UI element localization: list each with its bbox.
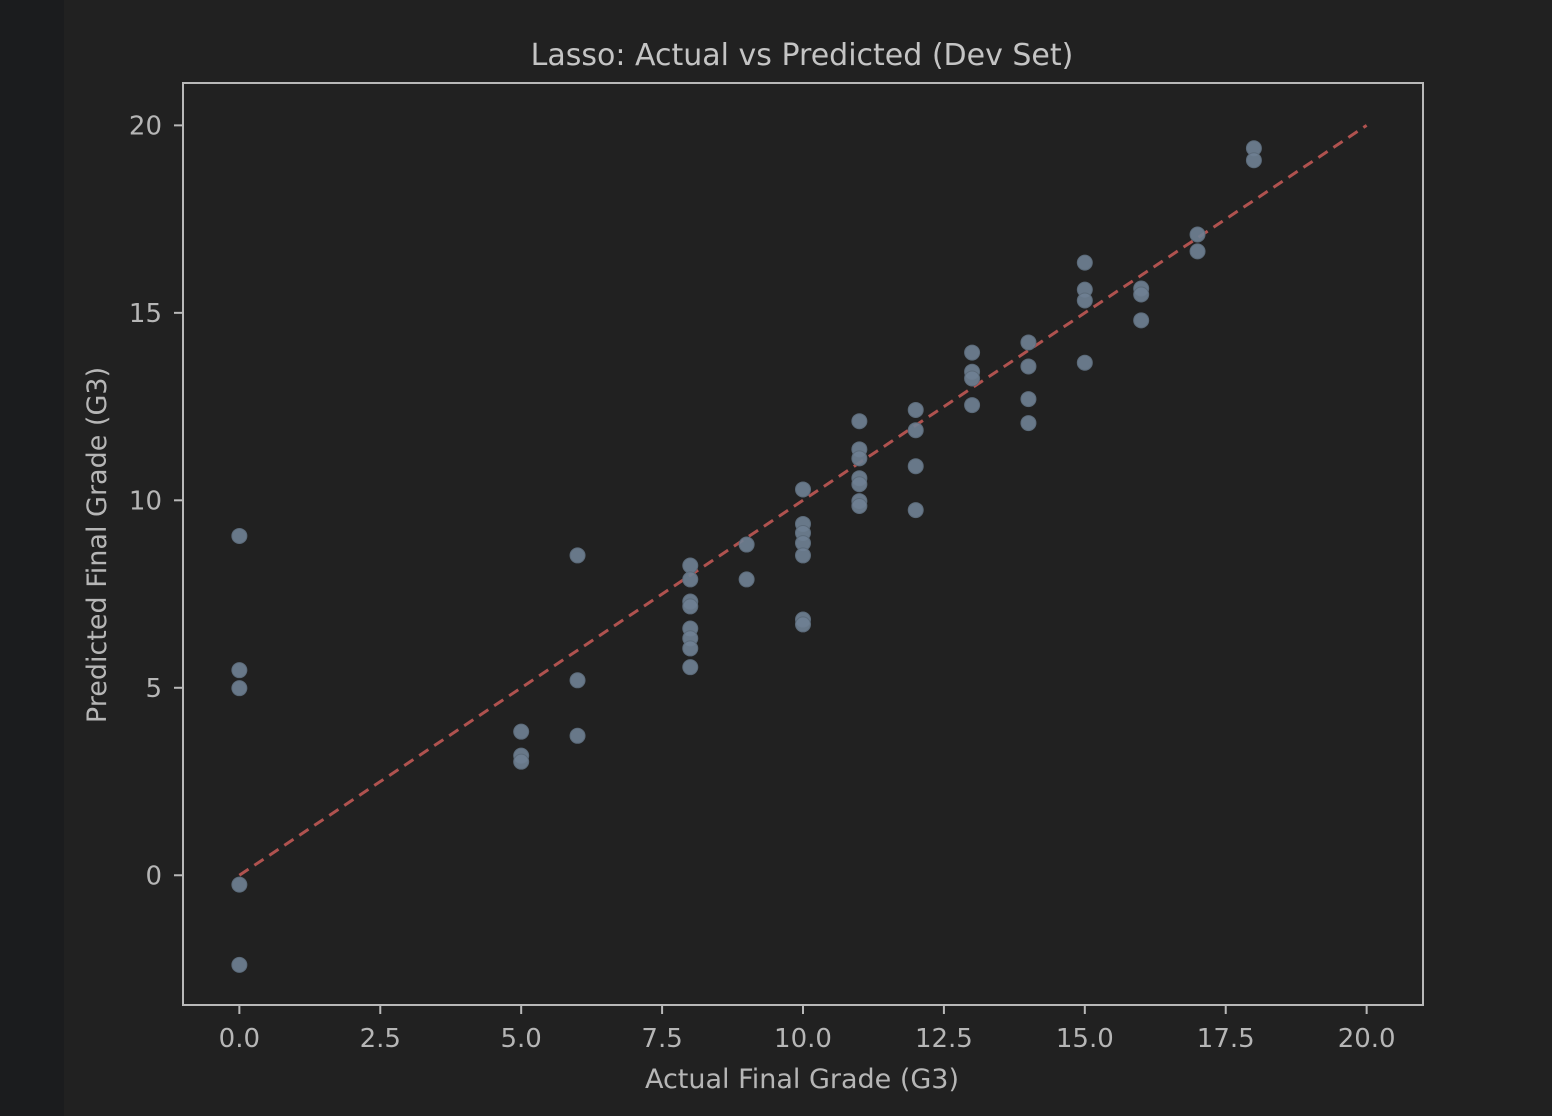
data-point [1020, 358, 1037, 375]
x-tick-label: 17.5 [1197, 1024, 1255, 1054]
data-point [1020, 415, 1037, 432]
x-tick-label: 5.0 [501, 1024, 542, 1054]
data-point [1245, 152, 1262, 169]
data-point [1189, 243, 1206, 260]
y-tick-label: 20 [129, 111, 162, 141]
data-point [1076, 292, 1093, 309]
data-point [1133, 312, 1150, 329]
data-point [569, 727, 586, 744]
x-tick-label: 10.0 [774, 1024, 832, 1054]
data-point [738, 536, 755, 553]
data-point [795, 616, 811, 633]
data-point [851, 476, 868, 493]
data-point [851, 497, 868, 514]
data-point [1020, 391, 1037, 408]
y-axis: 0 5 10 15 20 [129, 111, 183, 891]
data-point [513, 723, 530, 740]
x-tick-label: 15.0 [1056, 1024, 1114, 1054]
data-point [231, 662, 248, 679]
data-point [964, 370, 981, 387]
data-point [569, 672, 586, 689]
y-tick-label: 10 [129, 486, 162, 516]
data-point [1189, 226, 1206, 243]
data-point [682, 571, 699, 588]
y-tick-label: 15 [129, 299, 162, 329]
chart-title: Lasso: Actual vs Predicted (Dev Set) [531, 38, 1074, 73]
data-point [231, 956, 248, 973]
data-point [682, 598, 699, 615]
data-point [795, 481, 811, 498]
x-tick-label: 12.5 [915, 1024, 973, 1054]
data-point [682, 659, 699, 676]
reference-line [238, 124, 1368, 877]
data-point [231, 527, 248, 544]
data-points [231, 140, 1262, 973]
data-point [1020, 334, 1037, 351]
data-point [964, 397, 981, 414]
data-point [907, 502, 924, 519]
data-point [964, 344, 981, 361]
x-tick-label: 20.0 [1338, 1024, 1396, 1054]
x-tick-label: 0.0 [219, 1024, 260, 1054]
data-point [1076, 254, 1093, 271]
data-point [569, 547, 586, 564]
x-tick-label: 7.5 [641, 1024, 682, 1054]
data-point [513, 753, 530, 770]
data-point [738, 571, 755, 588]
y-tick-label: 0 [145, 861, 162, 891]
data-point [1133, 286, 1150, 303]
data-point [682, 557, 699, 574]
data-point [1076, 354, 1093, 371]
data-point [851, 413, 868, 430]
data-point [231, 680, 248, 697]
data-point [907, 422, 924, 439]
data-point [231, 876, 248, 893]
data-point [907, 458, 924, 475]
x-axis: 0.0 2.5 5.0 7.5 10.0 12.5 15.0 17.5 20.0 [219, 1005, 1396, 1054]
data-point [795, 547, 811, 564]
y-tick-label: 5 [145, 674, 162, 704]
data-point [851, 450, 868, 467]
data-point [682, 640, 699, 657]
y-axis-label: Predicted Final Grade (G3) [82, 367, 113, 723]
data-point [907, 401, 924, 418]
x-tick-label: 2.5 [360, 1024, 401, 1054]
x-axis-label: Actual Final Grade (G3) [645, 1064, 959, 1095]
